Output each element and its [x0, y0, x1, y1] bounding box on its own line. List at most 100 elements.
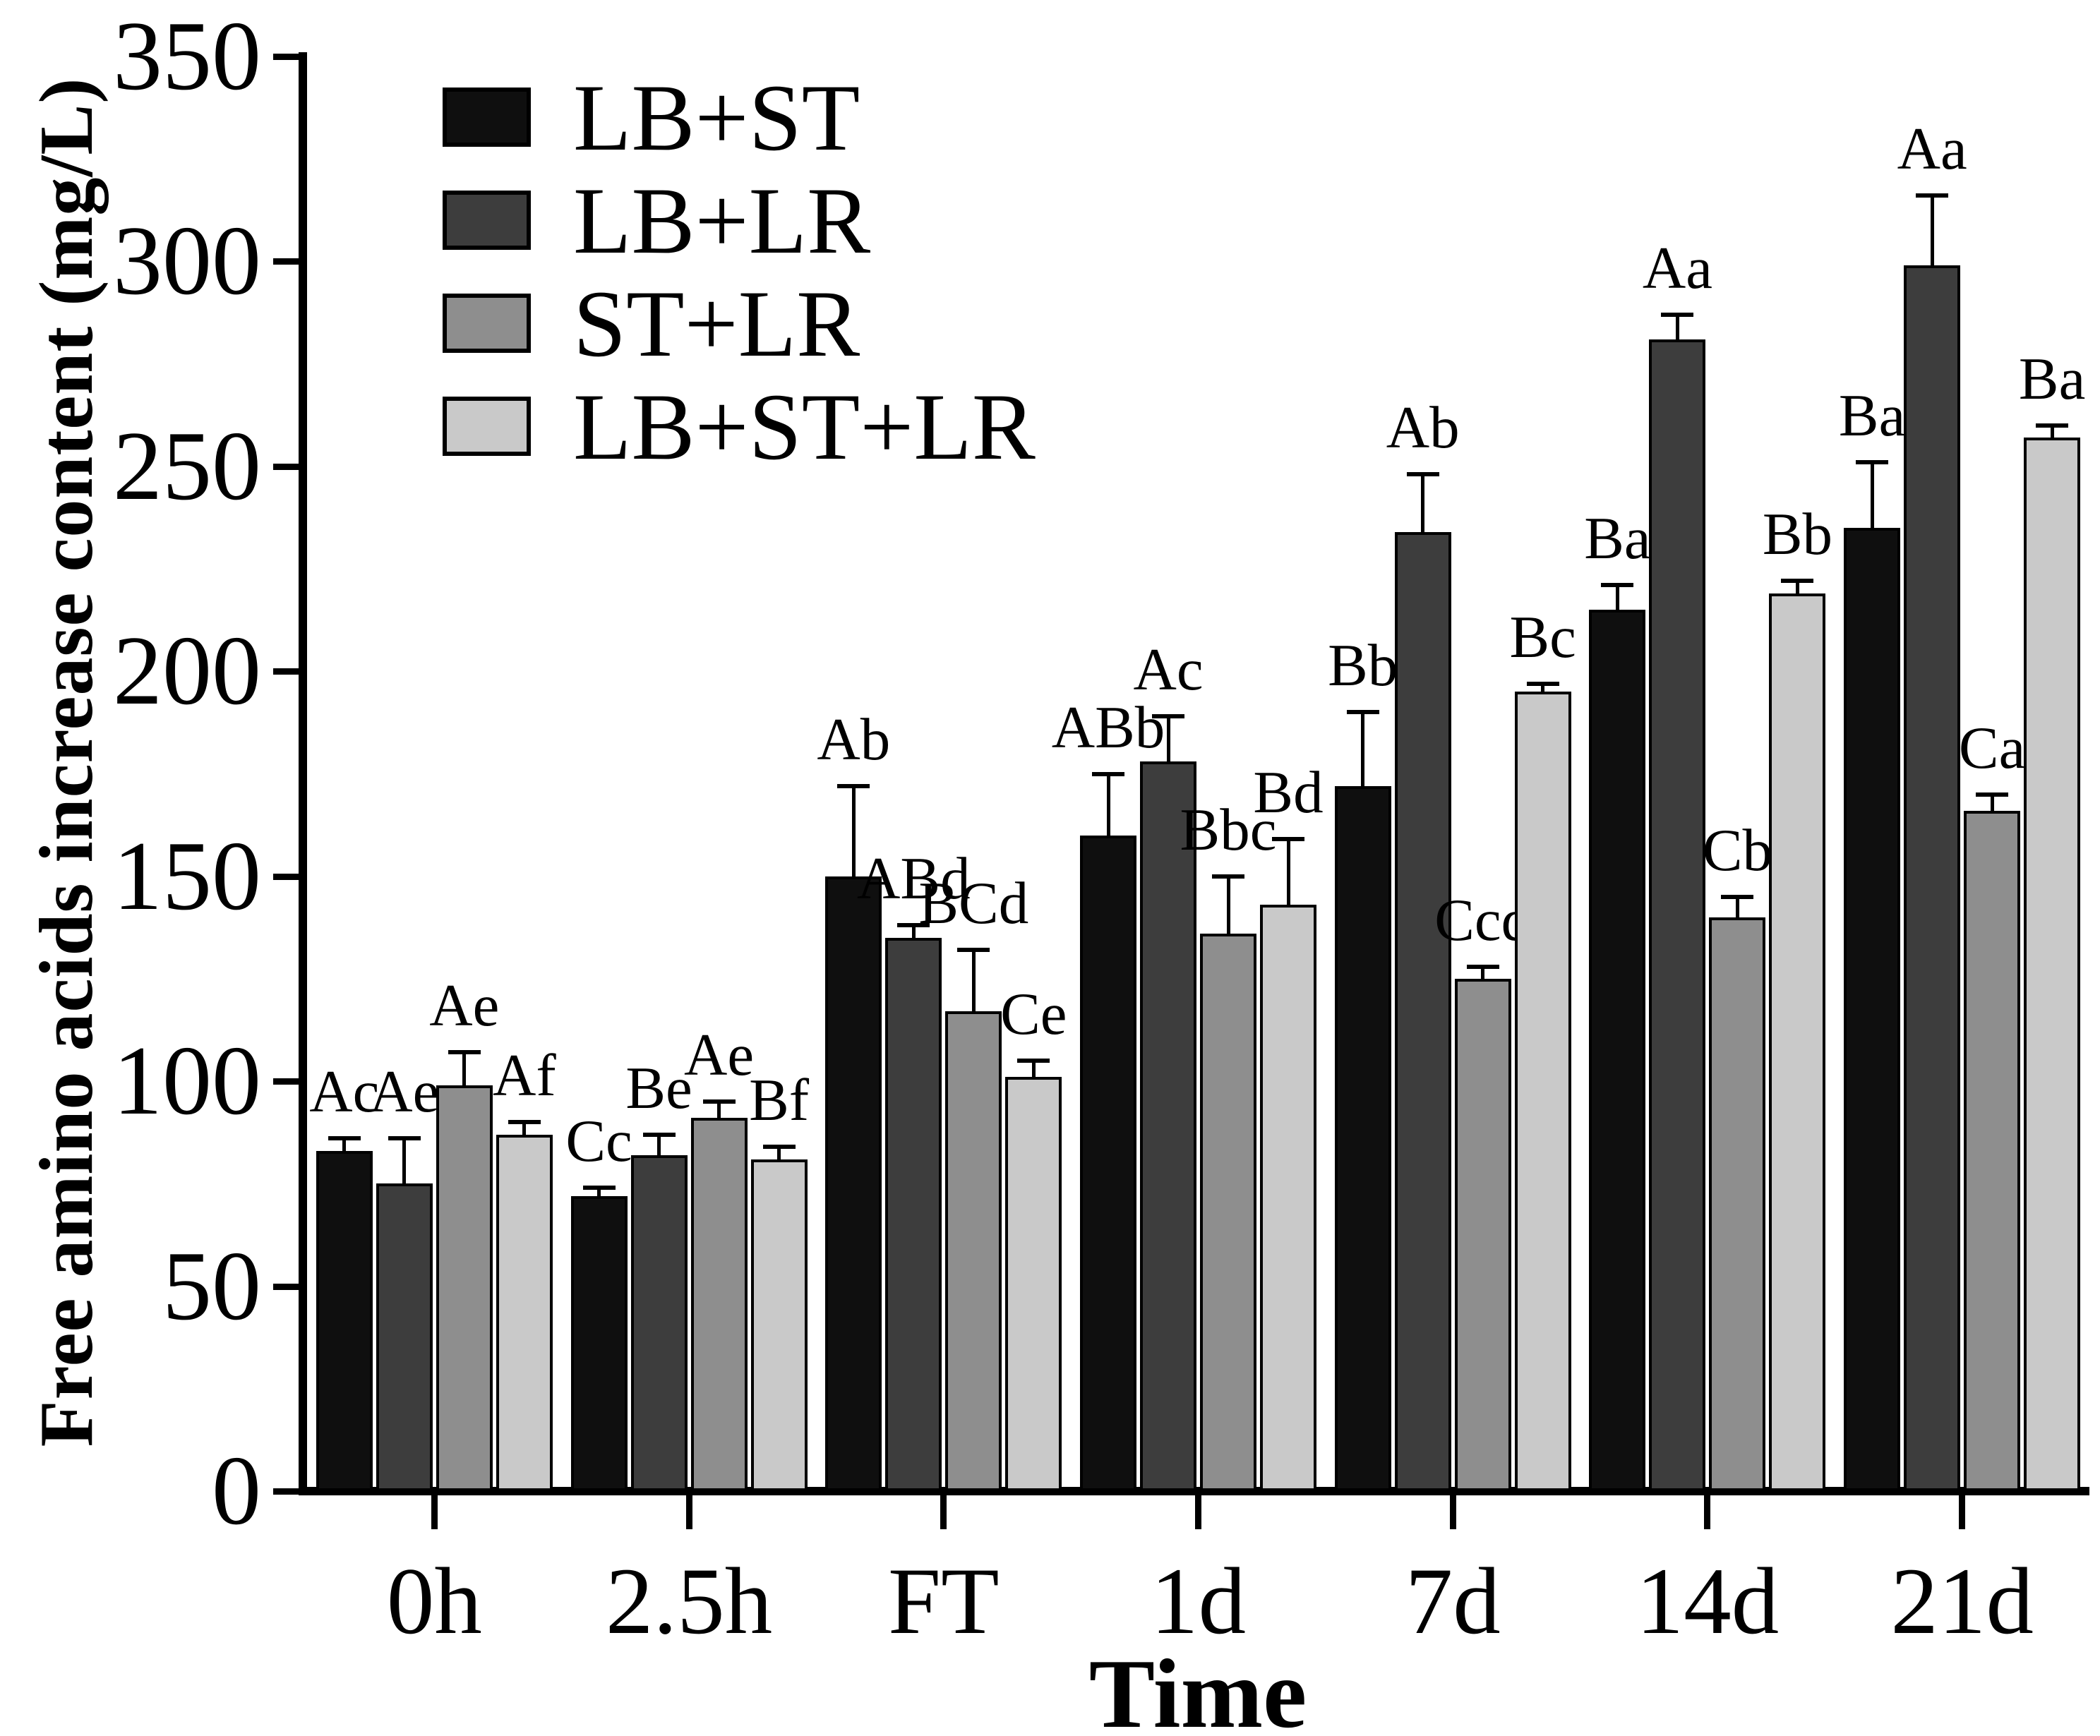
bar-ST+LR-2.5h [690, 1118, 748, 1491]
x-tick-mark-FT [940, 1495, 947, 1529]
x-tick-label-7d: 7d [1405, 1549, 1501, 1654]
error-bar-ST+LR-2.5h [717, 1102, 721, 1119]
x-tick-label-2.5h: 2.5h [605, 1549, 773, 1654]
error-cap-ST+LR-0h [448, 1050, 481, 1055]
y-tick-label-150: 150 [113, 821, 261, 931]
sig-label-LB+ST+LR-2.5h: Bf [749, 1067, 810, 1134]
bar-LB+ST-14d [1589, 610, 1646, 1491]
x-tick-mark-14d [1704, 1495, 1711, 1529]
error-cap-ST+LR-21d [1976, 792, 2009, 797]
sig-label-ST+LR-2.5h: Ae [684, 1022, 755, 1089]
bar-LB+ST-1d [1080, 835, 1136, 1491]
error-bar-LB+ST-2.5h [597, 1188, 601, 1196]
bar-LB+LR-FT [885, 937, 942, 1491]
sig-label-LB+ST+LR-21d: Ba [2018, 345, 2086, 412]
error-cap-ST+LR-FT [957, 948, 990, 953]
legend-label-LB+ST: LB+ST [573, 66, 860, 171]
sig-label-LB+ST-1d: ABb [1051, 694, 1165, 761]
error-bar-LB+LR-7d [1421, 474, 1425, 532]
error-cap-ST+LR-14d [1721, 894, 1754, 899]
error-bar-LB+ST+LR-14d [1795, 581, 1799, 593]
bar-LB+ST+LR-21d [2024, 438, 2081, 1491]
sig-label-ST+LR-0h: Ae [429, 972, 500, 1039]
error-cap-LB+LR-2.5h [642, 1132, 676, 1137]
y-tick-mark-300 [273, 258, 307, 265]
y-tick-mark-350 [273, 54, 307, 60]
bar-LB+ST-7d [1334, 785, 1391, 1491]
sig-label-LB+ST+LR-1d: Bd [1253, 759, 1324, 826]
error-cap-LB+LR-7d [1406, 472, 1439, 477]
y-tick-label-200: 200 [113, 616, 261, 726]
error-cap-LB+ST-21d [1856, 460, 1889, 465]
error-bar-LB+LR-14d [1675, 314, 1679, 339]
error-cap-LB+ST+LR-21d [2036, 423, 2069, 428]
x-tick-mark-2.5h [685, 1495, 692, 1529]
error-cap-LB+LR-1d [1152, 714, 1184, 719]
bar-LB+LR-21d [1904, 265, 1961, 1491]
y-tick-mark-100 [273, 1078, 307, 1085]
y-tick-mark-200 [273, 668, 307, 675]
x-tick-mark-7d [1449, 1495, 1456, 1529]
sig-label-ST+LR-21d: Ca [1958, 714, 2026, 781]
bar-LB+ST+LR-FT [1005, 1077, 1062, 1491]
error-cap-LB+ST-FT [837, 783, 870, 788]
sig-label-LB+ST-0h: Ac [309, 1059, 380, 1126]
sig-label-ST+LR-1d: Bbc [1180, 796, 1277, 863]
error-bar-LB+ST+LR-21d [2050, 425, 2054, 438]
bar-ST+LR-1d [1200, 934, 1256, 1491]
legend-label-LB+LR: LB+LR [573, 169, 871, 274]
x-tick-label-0h: 0h [386, 1549, 482, 1654]
bar-LB+ST+LR-14d [1769, 593, 1826, 1491]
bar-LB+LR-1d [1140, 761, 1196, 1491]
sig-label-LB+ST+LR-FT: Ce [1000, 981, 1067, 1048]
sig-label-LB+ST-FT: Ab [817, 706, 891, 773]
error-cap-LB+ST+LR-2.5h [762, 1145, 796, 1150]
error-bar-LB+ST+LR-2.5h [777, 1147, 781, 1159]
error-cap-LB+LR-21d [1916, 193, 1949, 198]
x-tick-mark-21d [1959, 1495, 1966, 1529]
error-cap-LB+LR-FT [897, 923, 930, 928]
sig-label-LB+ST-2.5h: Cc [565, 1108, 632, 1175]
error-bar-LB+ST+LR-0h [522, 1122, 527, 1135]
error-bar-ST+LR-0h [462, 1052, 467, 1085]
x-tick-label-1d: 1d [1151, 1549, 1246, 1654]
error-bar-LB+ST-14d [1615, 585, 1619, 610]
y-tick-label-100: 100 [113, 1026, 261, 1136]
bar-LB+ST-FT [825, 876, 882, 1491]
bar-ST+LR-7d [1454, 978, 1511, 1491]
error-bar-LB+ST-1d [1106, 773, 1110, 836]
error-bar-LB+ST-21d [1870, 462, 1874, 528]
sig-label-LB+LR-7d: Ab [1386, 394, 1460, 462]
error-cap-ST+LR-2.5h [702, 1099, 736, 1104]
sig-label-LB+ST-14d: Ba [1584, 505, 1651, 572]
sig-label-ST+LR-FT: BCd [918, 870, 1029, 937]
error-cap-ST+LR-7d [1466, 964, 1499, 969]
error-cap-ST+LR-1d [1212, 874, 1244, 879]
y-tick-mark-0 [273, 1488, 307, 1495]
y-axis-line [299, 52, 307, 1495]
sig-label-LB+ST+LR-14d: Bb [1762, 501, 1833, 568]
legend-swatch-LB+ST+LR [443, 397, 531, 456]
y-tick-label-350: 350 [113, 1, 261, 111]
error-cap-LB+ST+LR-0h [508, 1120, 541, 1125]
bar-LB+ST+LR-0h [496, 1134, 553, 1491]
error-bar-ST+LR-1d [1226, 876, 1230, 934]
sig-label-LB+ST-21d: Ba [1838, 382, 1906, 450]
error-bar-LB+ST-0h [342, 1138, 347, 1151]
error-cap-LB+ST+LR-1d [1272, 837, 1304, 842]
bar-LB+LR-0h [376, 1183, 433, 1491]
x-tick-mark-1d [1195, 1495, 1201, 1529]
sig-label-ST+LR-14d: Cb [1702, 816, 1773, 884]
x-tick-label-FT: FT [888, 1549, 1000, 1654]
error-bar-LB+ST+LR-1d [1286, 839, 1290, 905]
sig-label-LB+ST+LR-7d: Bc [1509, 603, 1576, 670]
x-axis-title: Time [1088, 1639, 1307, 1736]
y-tick-label-0: 0 [212, 1436, 261, 1545]
bar-ST+LR-0h [436, 1085, 493, 1491]
error-cap-LB+ST-14d [1601, 583, 1634, 588]
bar-LB+ST+LR-2.5h [750, 1159, 808, 1491]
error-cap-LB+ST+LR-7d [1526, 681, 1559, 686]
legend-swatch-ST+LR [443, 294, 531, 353]
sig-label-LB+LR-2.5h: Be [625, 1054, 692, 1121]
